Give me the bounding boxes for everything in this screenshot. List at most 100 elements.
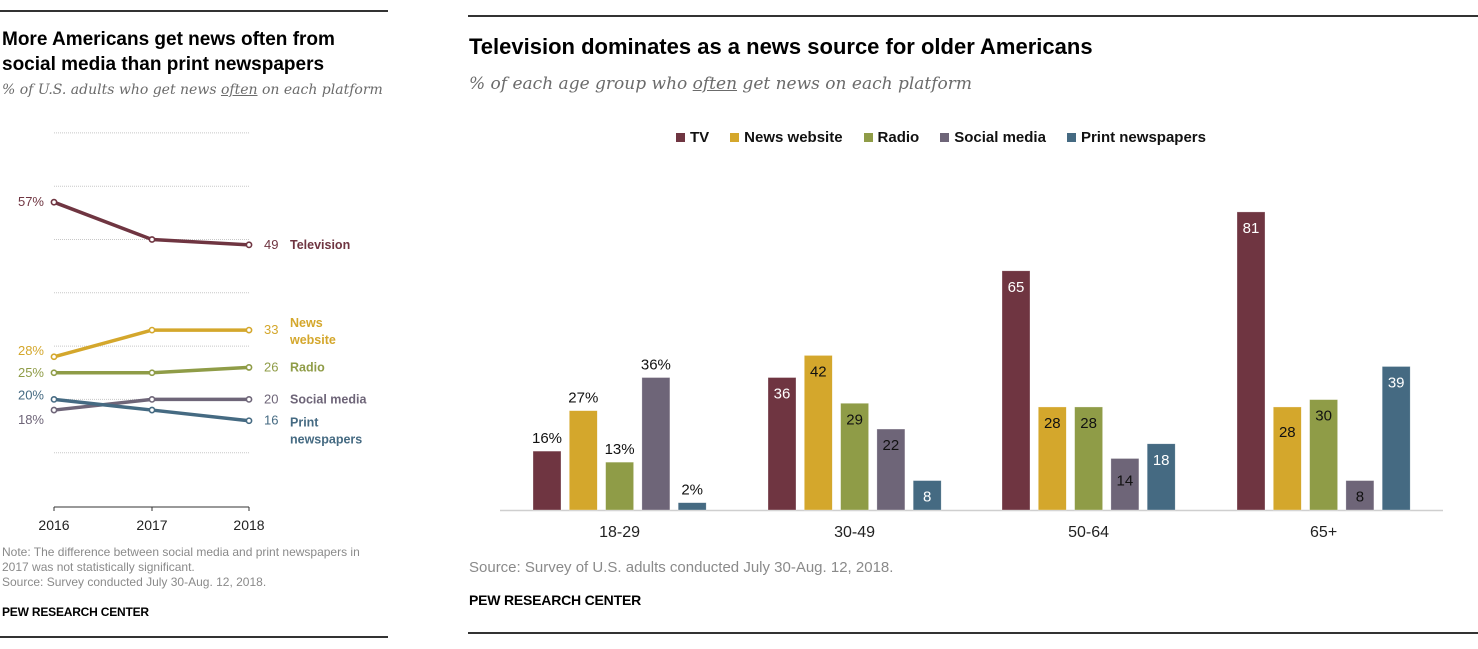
legend-item-radio: Radio (863, 129, 920, 146)
right-bottom-rule (468, 632, 1478, 634)
bar-label-print-newspapers-50-64: 18 (1153, 452, 1170, 469)
bar-print-newspapers-65 (1381, 366, 1411, 511)
data-point-social-media (148, 395, 156, 403)
note-line2: 2017 was not statistically significant. (2, 560, 195, 574)
left-subtitle-em: often (220, 82, 258, 98)
left-note: Note: The difference between social medi… (2, 545, 360, 590)
bar-label-news-website-30-49: 42 (810, 363, 827, 380)
category-label: 50-64 (1068, 524, 1109, 541)
right-subtitle-em: often (692, 74, 738, 94)
bar-label-radio-30-49: 29 (846, 411, 863, 428)
series-name-print-newspapers: newspapers (290, 433, 362, 447)
legend-item-tv: TV (676, 129, 709, 146)
right-subtitle-pre: % of each age group who (469, 74, 693, 94)
bar-label-social-media-18-29: 36% (641, 357, 671, 374)
data-point-television (50, 198, 58, 206)
end-label-radio: 26 (264, 359, 278, 374)
data-point-news-website (245, 326, 253, 334)
bar-label-radio-50-64: 28 (1080, 415, 1097, 432)
bar-news-website-50-64 (1037, 406, 1067, 511)
x-tick-label: 2018 (233, 517, 264, 533)
bar-print-newspapers-18-29 (677, 502, 707, 511)
series-name-news-website: website (289, 333, 336, 347)
legend-label: Radio (877, 129, 920, 146)
bar-social-media-65 (1345, 480, 1375, 511)
start-label-social-media: 18% (18, 412, 44, 427)
legend-swatch-icon (863, 133, 873, 142)
legend-label: News website (744, 129, 843, 146)
data-point-print-newspapers (245, 417, 253, 425)
right-chart-title: Television dominates as a news source fo… (469, 34, 1093, 59)
left-title-line2: social media than print newspapers (2, 54, 325, 75)
bar-radio-50-64 (1074, 406, 1103, 511)
x-tick-label: 2017 (136, 517, 167, 533)
bar-radio-65 (1309, 399, 1338, 511)
bar-print-newspapers-50-64 (1146, 443, 1176, 511)
legend-swatch-icon (1066, 133, 1076, 142)
bar-news-website-30-49 (803, 355, 833, 511)
series-line-news-website (53, 328, 249, 359)
note-line1: Note: The difference between social medi… (2, 545, 360, 559)
series-name-news-website: News (290, 316, 323, 330)
end-label-print-newspapers: 16 (264, 413, 278, 428)
start-label-print-newspapers: 20% (18, 387, 44, 402)
legend-item-print-newspapers: Print newspapers (1066, 129, 1206, 146)
start-label-radio: 25% (18, 365, 44, 380)
bar-label-radio-18-29: 13% (605, 441, 635, 458)
bar-social-media-18-29 (641, 377, 671, 511)
data-point-print-newspapers (50, 395, 58, 403)
bar-label-tv-30-49: 36 (774, 386, 791, 403)
right-source: Source: Survey of U.S. adults conducted … (469, 559, 894, 576)
series-name-social-media: Social media (290, 392, 367, 406)
right-brand: PEW RESEARCH CENTER (469, 592, 641, 608)
end-label-social-media: 20 (264, 391, 278, 406)
bar-chart: 16% 27% 13% 36% 2% 18-29 36 42 29 22 8 30-49 65 28 28 1… (500, 211, 1443, 541)
data-point-print-newspapers (148, 406, 156, 414)
bar-label-tv-50-64: 65 (1008, 279, 1025, 296)
bar-label-print-newspapers-65: 39 (1388, 374, 1405, 391)
bar-news-website-65 (1272, 406, 1302, 511)
start-label-news-website: 28% (18, 343, 44, 358)
bar-tv-18-29 (532, 450, 562, 511)
series-name-print-newspapers: Print (290, 416, 319, 430)
bar-news-website-18-29 (569, 410, 598, 511)
bar-tv-65 (1236, 211, 1266, 511)
bar-tv-50-64 (1001, 270, 1031, 511)
left-brand: PEW RESEARCH CENTER (2, 605, 149, 619)
bar-social-media-50-64 (1110, 458, 1140, 511)
left-subtitle-post: on each platform (257, 82, 383, 98)
left-chart-title: More Americans get news often from socia… (2, 27, 335, 77)
bar-social-media-30-49 (876, 428, 906, 511)
legend-label: Social media (954, 129, 1046, 146)
legend-swatch-icon (730, 133, 740, 142)
right-subtitle-post: get news on each platform (737, 74, 973, 94)
legend-swatch-icon (676, 133, 685, 142)
series-name-radio: Radio (290, 360, 325, 374)
bar-label-radio-65: 30 (1315, 408, 1332, 425)
left-title-line1: More Americans get news often from (2, 29, 335, 50)
x-tick-label: 2016 (38, 517, 69, 533)
data-point-radio (50, 369, 58, 377)
end-label-news-website: 33 (264, 322, 278, 337)
legend-swatch-icon (940, 133, 950, 142)
bar-label-news-website-18-29: 27% (568, 390, 598, 407)
end-label-television: 49 (264, 237, 278, 252)
category-label: 18-29 (599, 524, 640, 541)
bar-label-tv-18-29: 16% (532, 430, 562, 447)
series-name-television: Television (290, 238, 350, 252)
bar-label-print-newspapers-18-29: 2% (681, 482, 703, 499)
bar-label-print-newspapers-30-49: 8 (923, 489, 931, 506)
legend-item-social-media: Social media (940, 129, 1046, 146)
left-source: Source: Survey conducted July 30-Aug. 12… (2, 575, 267, 589)
bar-label-tv-65: 81 (1243, 220, 1260, 237)
data-point-news-website (50, 353, 58, 361)
data-point-radio (245, 364, 253, 371)
bar-legend: TV News website Radio Social media Print new… (676, 129, 1227, 146)
data-point-television (245, 241, 253, 249)
bar-label-news-website-50-64: 28 (1044, 415, 1061, 432)
bar-radio-30-49 (840, 402, 869, 511)
bar-label-social-media-65: 8 (1356, 489, 1364, 506)
legend-label: TV (690, 129, 710, 146)
legend-label: Print newspapers (1080, 129, 1206, 146)
